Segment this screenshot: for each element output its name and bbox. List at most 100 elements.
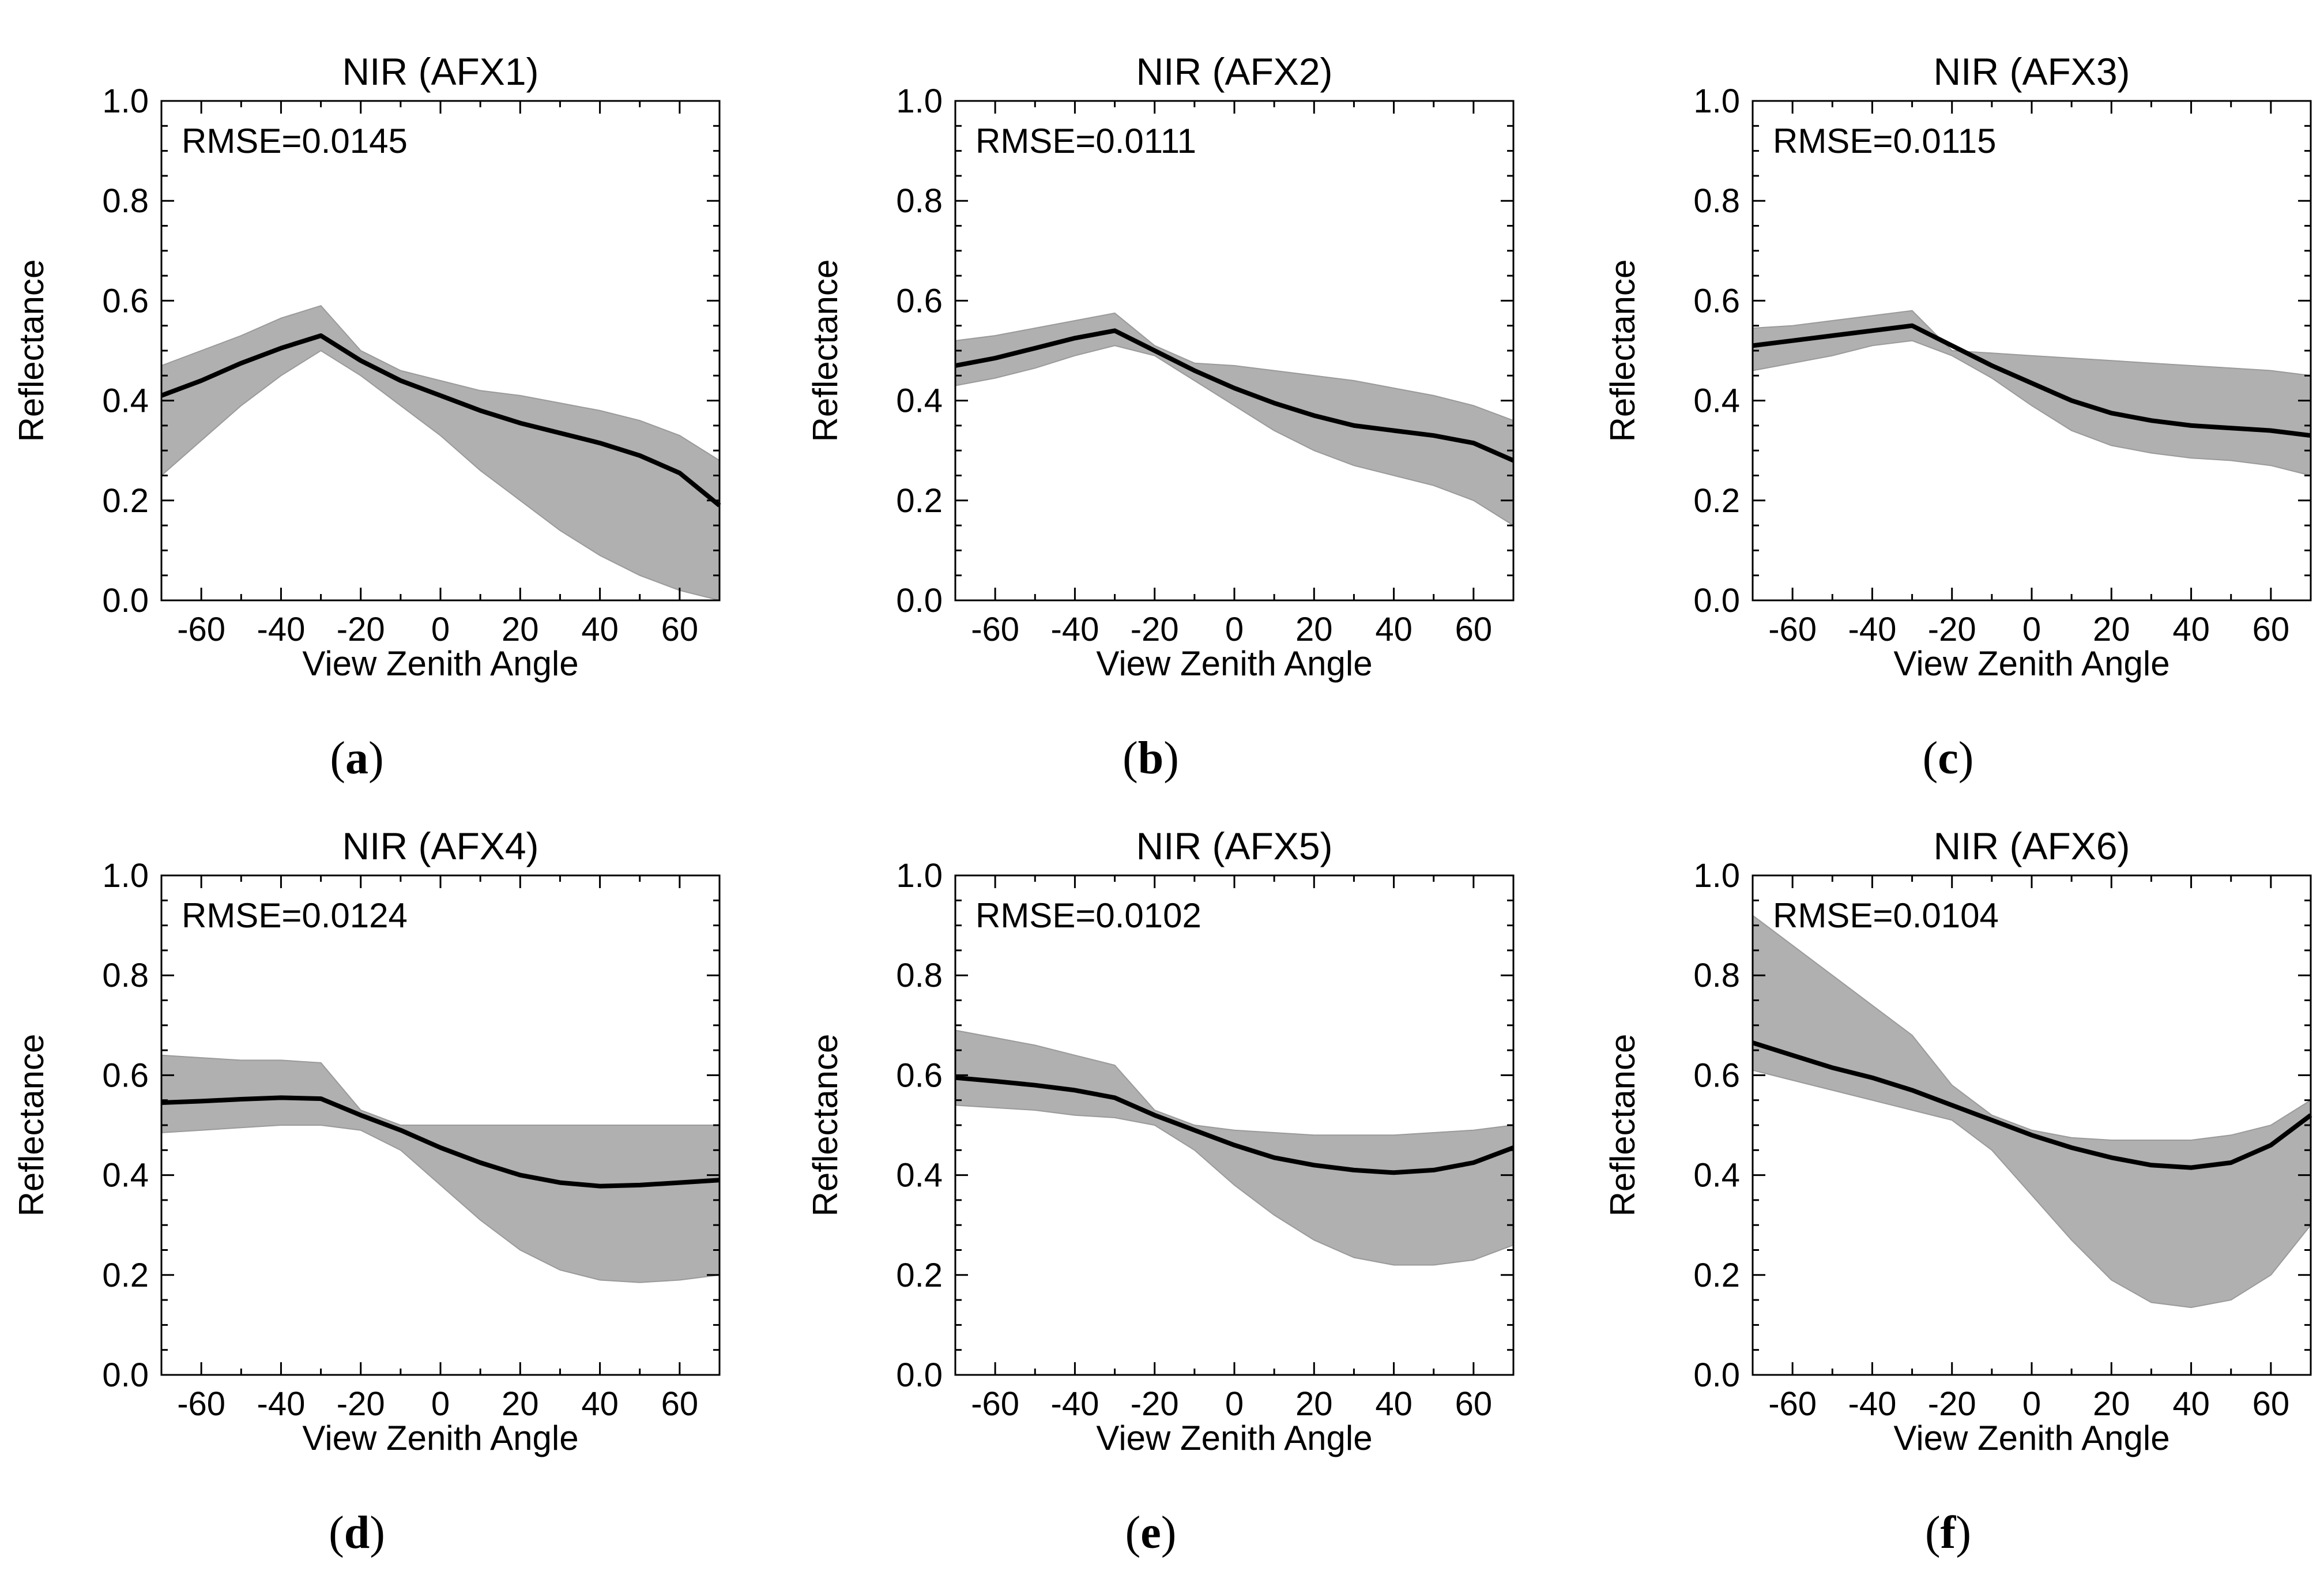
ensemble-upper-line [955,1029,1514,1136]
panel-label: (b) [1123,733,1179,784]
x-tick-label: -40 [1051,1385,1099,1423]
x-tick-label: -60 [1768,1385,1817,1423]
y-tick-label: 1.0 [1693,857,1740,894]
y-tick-label: 0.6 [102,1057,149,1094]
y-tick-label: 0.4 [896,382,943,420]
mean-line [160,333,721,508]
x-tick-label: -60 [971,1385,1019,1423]
y-tick-label: 1.0 [1693,82,1740,120]
y-axis-label: Reflectance [12,1034,51,1217]
y-tick-label: 0.0 [102,1356,149,1394]
x-axis-label: View Zenith Angle [302,1419,578,1457]
ensemble-upper-line [1752,915,2311,1141]
y-tick-label: 0.0 [1693,582,1740,619]
ensemble-band [955,313,1513,526]
axes-frame [954,874,1515,1376]
ensemble-band [161,306,720,600]
rmse-annotation: RMSE=0.0102 [975,896,1201,935]
ensemble-band [1753,310,2311,476]
chart-title: NIR (AFX4) [342,825,538,867]
panel-label: (d) [329,1508,385,1558]
panel-label: (e) [1125,1508,1177,1558]
x-axis-label: View Zenith Angle [1096,1419,1372,1457]
panel-letter: b [1138,733,1164,784]
y-tick-label: 0.4 [102,1157,149,1194]
rmse-annotation: RMSE=0.0145 [182,122,408,160]
x-tick-label: -60 [971,611,1019,648]
chart-panel-f: -60 -40 -20 0 20 40 60 0.0 0.2 0.4 0.6 0.8 1.0 NIR (A… [1603,825,2312,1558]
y-axis-label: Reflectance [806,1034,845,1217]
y-tick-label: 1.0 [102,857,149,894]
panel-label: (a) [330,733,383,784]
ensemble-lower-line [1752,340,2311,476]
mean-line [955,1075,1515,1175]
x-tick-label: 20 [1295,611,1333,648]
chart-panel-c: -60 -40 -20 0 20 40 60 0.0 0.2 0.4 0.6 0.8 1.0 NIR (A… [1603,50,2312,784]
y-tick-label: 0.4 [896,1157,943,1194]
panel-letter: e [1140,1508,1161,1558]
x-tick-label: -40 [1848,611,1897,648]
rmse-annotation: RMSE=0.0111 [975,122,1196,160]
x-tick-label: -20 [1928,1385,1976,1423]
panel-letter: a [345,733,368,784]
y-tick-label: 0.2 [1693,1257,1740,1294]
x-tick-label: 40 [581,1385,619,1423]
y-tick-label: 0.0 [896,582,943,619]
ensemble-lower-line [955,1104,1514,1266]
x-tick-label: -60 [177,611,225,648]
chart-title: NIR (AFX5) [1136,825,1332,867]
y-tick-label: 0.4 [1693,1157,1740,1194]
mean-line [161,1095,720,1189]
ensemble-band [955,1030,1513,1265]
y-tick-label: 0.2 [896,1257,943,1294]
ensemble-lower-line [955,345,1514,526]
y-tick-label: 0.2 [1693,482,1740,520]
mean-line [955,328,1515,463]
ensemble-upper-line [161,1054,720,1126]
x-tick-label: 60 [2253,1385,2290,1423]
chart-title: NIR (AFX3) [1933,50,2130,93]
mean-line [1752,323,2311,438]
x-axis-label: View Zenith Angle [1893,1419,2169,1457]
x-tick-label: 0 [431,611,450,648]
chart-title: NIR (AFX2) [1136,50,1332,93]
y-tick-label: 0.8 [896,957,943,994]
x-tick-label: 60 [2253,611,2290,648]
x-tick-label: 60 [661,1385,699,1423]
x-tick-label: -20 [1131,1385,1179,1423]
y-tick-label: 0.2 [896,482,943,520]
chart-panel-a: -60 -40 -20 0 20 40 60 0.0 0.2 0.4 0.6 0.8 1.0 NIR (A… [12,50,721,784]
ensemble-lower-line [1752,1069,2311,1309]
y-axis-label: Reflectance [1603,1034,1642,1217]
y-tick-label: 1.0 [102,82,149,120]
chart-title: NIR (AFX1) [342,50,538,93]
y-axis-label: Reflectance [12,260,51,442]
mean-line [1752,1040,2312,1170]
panel-letter: f [1941,1508,1957,1558]
x-tick-label: 20 [502,611,539,648]
y-tick-label: 0.6 [896,1057,943,1094]
x-tick-label: 60 [1455,1385,1493,1423]
rmse-annotation: RMSE=0.0104 [1773,896,1999,935]
x-tick-label: -40 [1848,1385,1897,1423]
x-tick-label: 60 [661,611,699,648]
rmse-annotation: RMSE=0.0115 [1773,122,1996,160]
x-tick-label: -20 [337,611,385,648]
x-tick-label: 40 [2172,611,2210,648]
x-axis-label: View Zenith Angle [1096,644,1372,683]
x-tick-label: 20 [2093,1385,2130,1423]
x-axis-label: View Zenith Angle [1893,644,2169,683]
ensemble-band [1753,915,2311,1308]
x-tick-label: 0 [431,1385,450,1423]
y-tick-label: 0.8 [102,182,149,220]
y-tick-label: 0.2 [102,482,149,520]
chart-panel-b: -60 -40 -20 0 20 40 60 0.0 0.2 0.4 0.6 0.8 1.0 NIR (A… [806,50,1515,784]
chart-panel-d: -60 -40 -20 0 20 40 60 0.0 0.2 0.4 0.6 0.8 1.0 NIR (A… [12,825,721,1558]
x-axis-label: View Zenith Angle [302,644,578,683]
y-tick-label: 0.6 [102,282,149,319]
ensemble-lower-line [161,349,720,601]
y-tick-label: 0.0 [896,1356,943,1394]
y-tick-label: 0.4 [1693,382,1740,420]
y-tick-label: 0.0 [1693,1356,1740,1394]
